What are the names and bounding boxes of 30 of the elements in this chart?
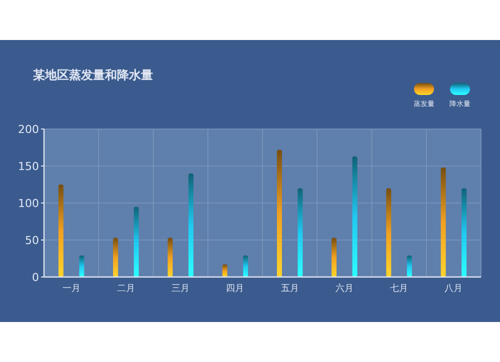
bar (462, 188, 467, 277)
bar (276, 150, 282, 277)
y-tick-label: 200 (18, 122, 39, 136)
y-tick-label: 100 (18, 196, 39, 210)
bar (168, 238, 173, 277)
bar (134, 206, 139, 277)
bar (440, 167, 446, 277)
x-tick-label: 四月 (226, 284, 244, 294)
x-tick-label: 六月 (335, 283, 354, 294)
x-tick-label: 三月 (172, 284, 190, 294)
x-tick-label: 二月 (116, 284, 135, 294)
x-tick-label: 七月 (390, 283, 408, 294)
bar (386, 188, 392, 277)
bar (243, 256, 248, 277)
bar (222, 264, 228, 277)
bar (332, 238, 337, 277)
bar (58, 184, 64, 277)
x-tick-label: 八月 (444, 283, 463, 294)
x-tick-label: 一月 (62, 284, 80, 294)
bar (406, 256, 412, 277)
y-tick-label: 50 (25, 234, 39, 247)
chart-title: 某地区蒸发量和降水量 (32, 68, 153, 82)
bar (188, 173, 194, 277)
bar (79, 256, 84, 277)
x-tick-label: 五月 (280, 284, 299, 294)
y-tick-label: 150 (18, 160, 39, 173)
bar (113, 238, 118, 277)
y-tick-label: 0 (32, 270, 39, 284)
bar (352, 156, 358, 277)
bar (298, 188, 303, 277)
